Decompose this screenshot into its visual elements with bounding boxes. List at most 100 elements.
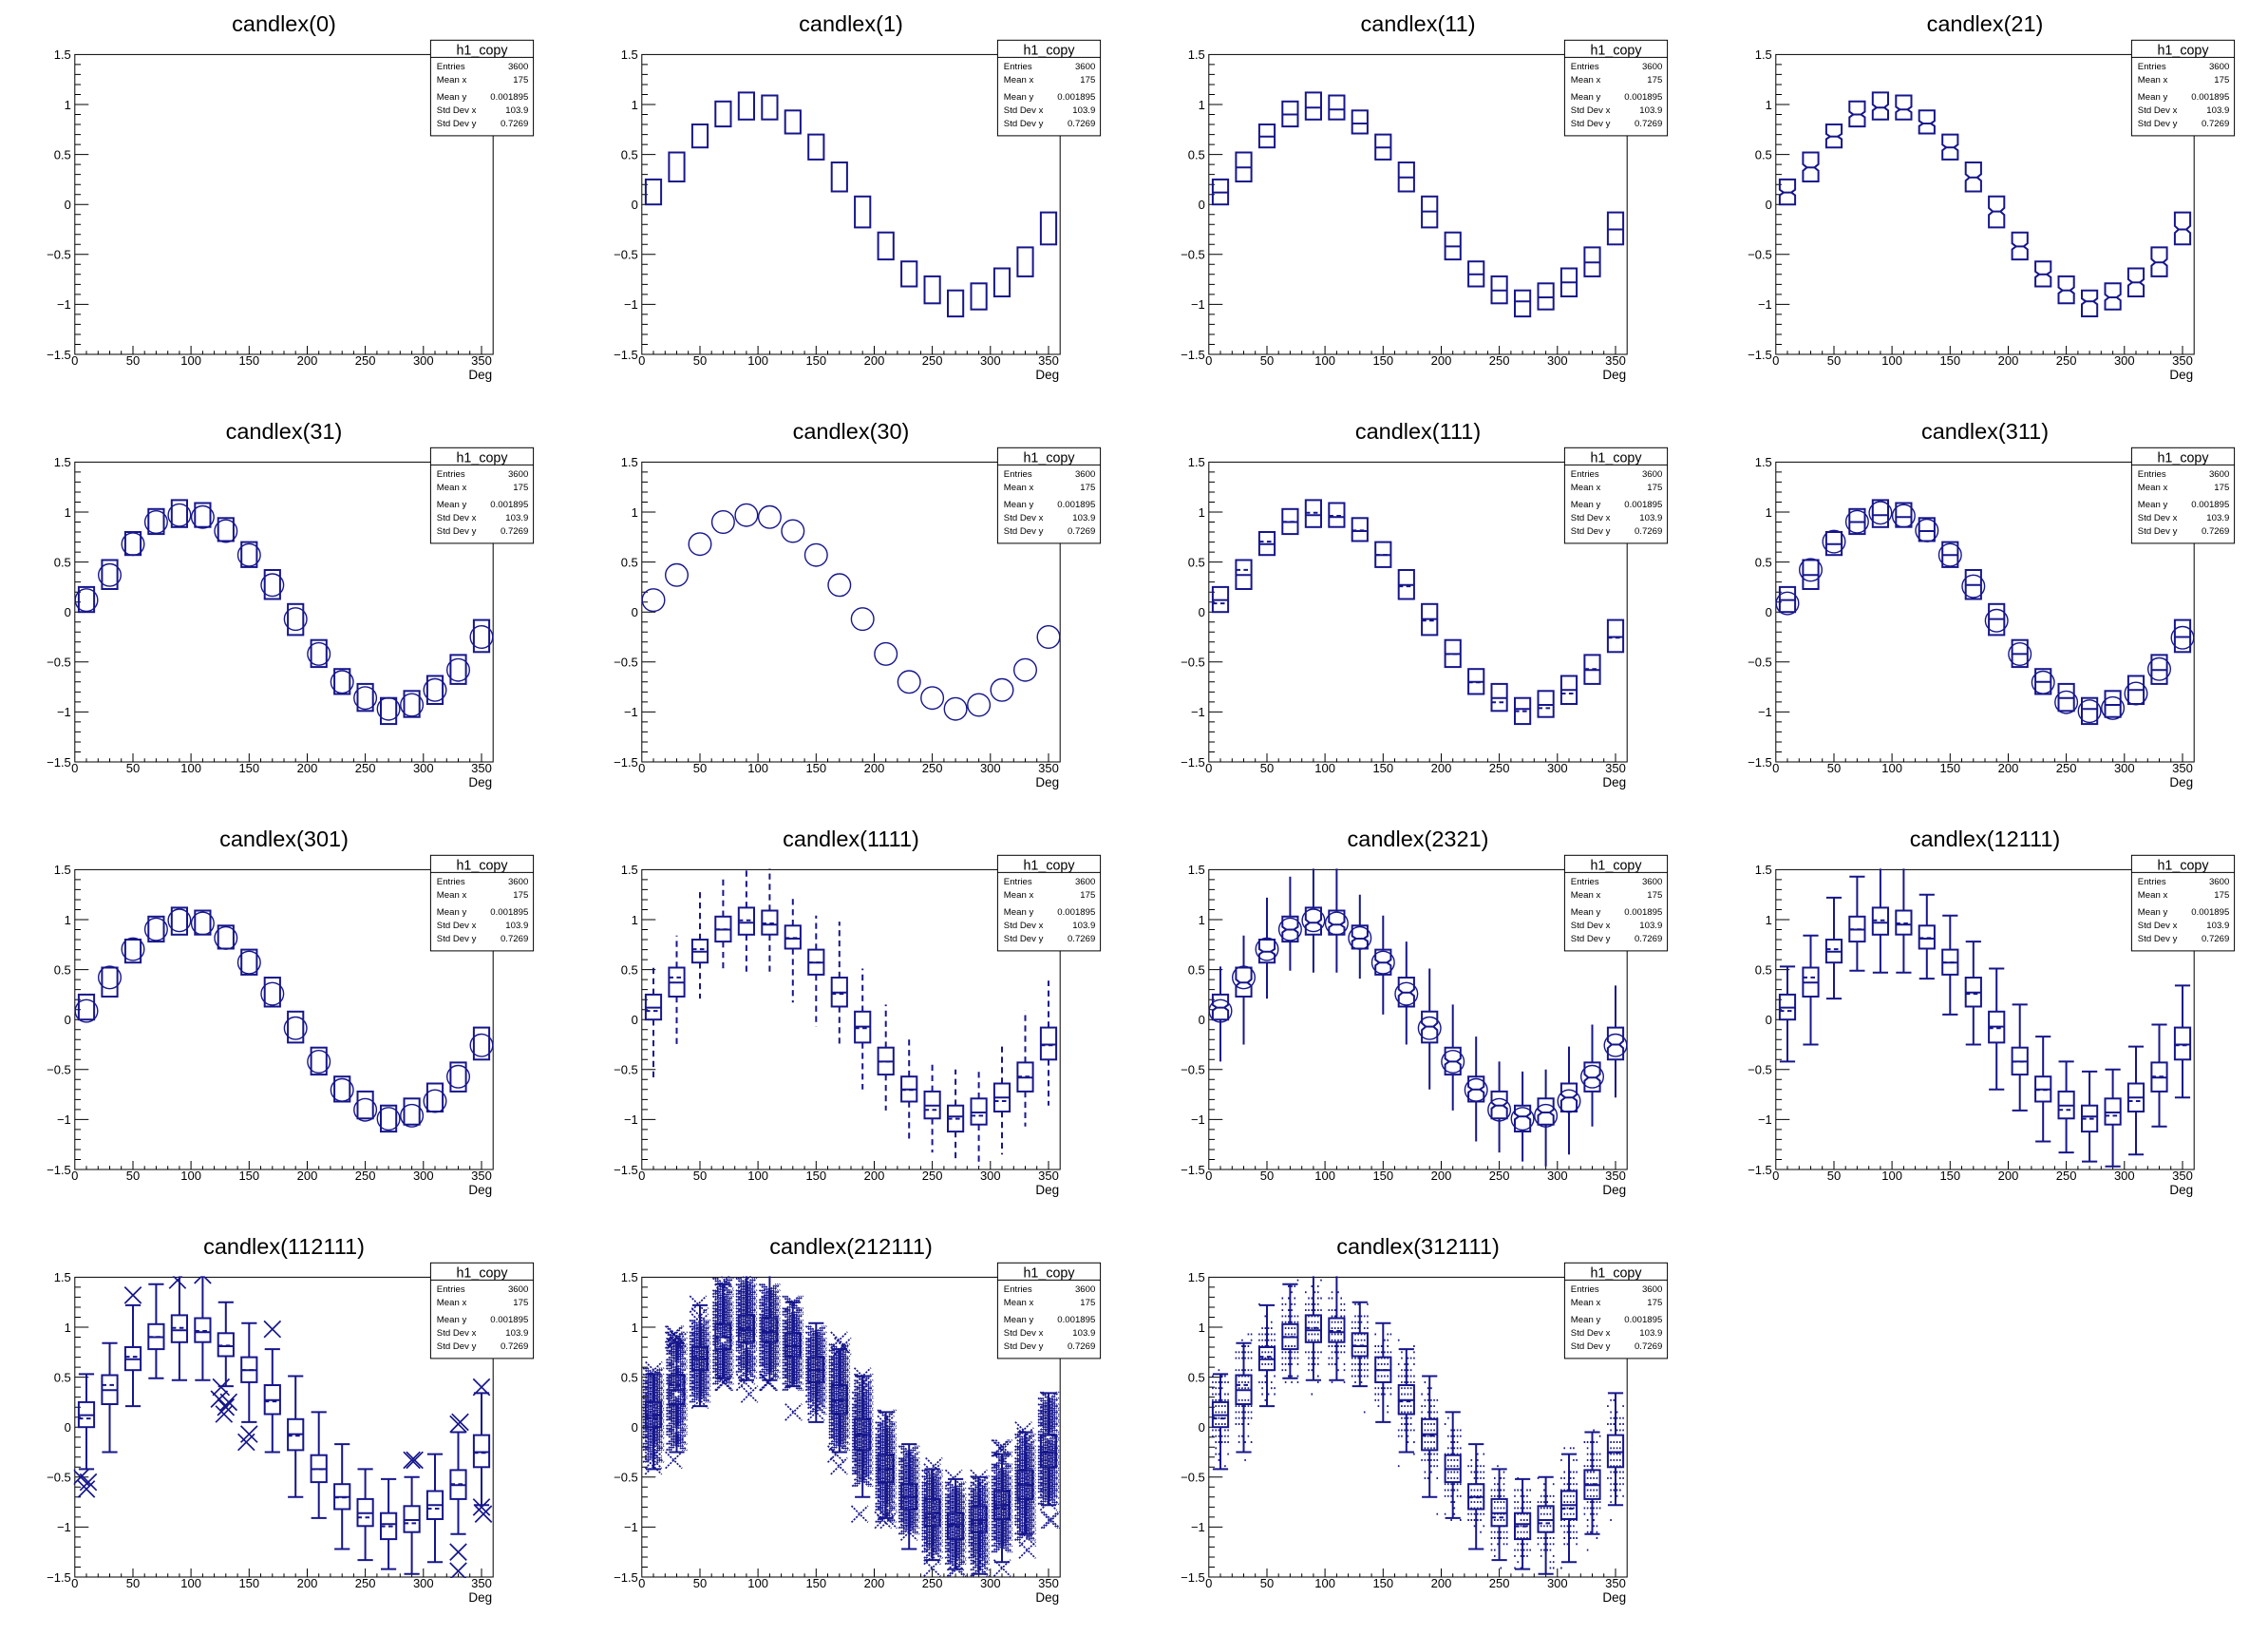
svg-text:−1.5: −1.5 <box>1181 1163 1205 1177</box>
svg-text:250: 250 <box>2056 353 2077 368</box>
svg-text:Mean x: Mean x <box>1004 483 1034 493</box>
svg-text:200: 200 <box>1431 761 1452 775</box>
svg-text:1: 1 <box>632 913 638 927</box>
svg-text:−1.5: −1.5 <box>614 755 638 770</box>
svg-text:0.5: 0.5 <box>621 1370 638 1384</box>
svg-text:200: 200 <box>864 353 885 368</box>
svg-text:Mean x: Mean x <box>437 75 467 86</box>
svg-text:1.5: 1.5 <box>1755 863 1772 877</box>
svg-text:candlex(0): candlex(0) <box>232 11 336 36</box>
svg-text:Std Dev y: Std Dev y <box>2138 119 2178 129</box>
svg-text:3600: 3600 <box>508 877 528 887</box>
svg-text:candlex(12111): candlex(12111) <box>1910 827 2061 851</box>
svg-text:200: 200 <box>864 761 885 775</box>
svg-text:175: 175 <box>1080 1298 1095 1308</box>
svg-text:0: 0 <box>71 761 78 775</box>
svg-text:300: 300 <box>2114 353 2135 368</box>
svg-text:1.5: 1.5 <box>621 1270 638 1284</box>
svg-text:0: 0 <box>632 1013 638 1027</box>
svg-text:250: 250 <box>1489 1576 1510 1590</box>
svg-text:candlex(301): candlex(301) <box>219 827 349 851</box>
svg-text:Deg: Deg <box>1035 1183 1059 1197</box>
svg-text:1: 1 <box>1199 1321 1205 1335</box>
svg-text:0: 0 <box>71 1169 78 1183</box>
svg-text:Mean y: Mean y <box>1004 907 1034 918</box>
svg-text:0.5: 0.5 <box>1188 555 1205 569</box>
svg-text:100: 100 <box>180 1576 201 1590</box>
svg-text:250: 250 <box>922 353 943 368</box>
svg-text:3600: 3600 <box>508 62 528 72</box>
svg-text:Mean y: Mean y <box>2138 500 2168 510</box>
svg-text:candlex(11): candlex(11) <box>1360 11 1475 36</box>
svg-text:−1: −1 <box>57 705 71 719</box>
svg-text:103.9: 103.9 <box>505 921 528 931</box>
svg-text:0: 0 <box>71 353 78 368</box>
svg-text:350: 350 <box>1038 353 1059 368</box>
svg-text:−1.5: −1.5 <box>47 1163 71 1177</box>
svg-text:−1.5: −1.5 <box>1748 755 1772 770</box>
svg-text:0.5: 0.5 <box>54 555 71 569</box>
svg-text:0: 0 <box>638 1169 645 1183</box>
svg-text:0.7269: 0.7269 <box>1635 934 1662 944</box>
svg-text:Std Dev y: Std Dev y <box>1004 934 1044 944</box>
svg-text:0: 0 <box>1205 1576 1212 1590</box>
svg-text:Deg: Deg <box>468 775 492 789</box>
svg-text:Std Dev x: Std Dev x <box>2138 513 2178 523</box>
svg-text:150: 150 <box>238 761 259 775</box>
svg-text:−1.5: −1.5 <box>614 348 638 362</box>
svg-text:103.9: 103.9 <box>2206 105 2229 116</box>
svg-text:Mean y: Mean y <box>1571 907 1601 918</box>
svg-text:−1.5: −1.5 <box>1181 1570 1205 1585</box>
svg-text:350: 350 <box>1038 1169 1059 1183</box>
svg-text:3600: 3600 <box>1075 877 1095 887</box>
svg-text:0: 0 <box>1766 198 1772 212</box>
svg-text:300: 300 <box>980 761 1001 775</box>
svg-text:Std Dev x: Std Dev x <box>1004 1328 1044 1339</box>
svg-text:350: 350 <box>2172 353 2193 368</box>
svg-text:0.7269: 0.7269 <box>1635 1341 1662 1352</box>
svg-text:50: 50 <box>1827 1169 1841 1183</box>
svg-text:Entries: Entries <box>437 469 465 480</box>
svg-text:Std Dev y: Std Dev y <box>437 934 477 944</box>
svg-text:175: 175 <box>1647 75 1662 86</box>
svg-text:150: 150 <box>1939 761 1960 775</box>
svg-text:1.5: 1.5 <box>1188 863 1205 877</box>
svg-text:3600: 3600 <box>1075 62 1095 72</box>
svg-text:350: 350 <box>471 761 492 775</box>
svg-text:0: 0 <box>1772 761 1779 775</box>
svg-text:250: 250 <box>2056 1169 2077 1183</box>
svg-text:−0.5: −0.5 <box>614 1063 638 1077</box>
svg-text:Mean x: Mean x <box>1571 483 1601 493</box>
svg-text:Std Dev x: Std Dev x <box>1004 105 1044 116</box>
svg-text:0.001895: 0.001895 <box>2191 500 2229 510</box>
svg-text:0: 0 <box>1772 353 1779 368</box>
svg-text:Std Dev x: Std Dev x <box>437 921 477 931</box>
svg-text:0.7269: 0.7269 <box>501 526 528 537</box>
svg-text:1: 1 <box>65 913 71 927</box>
svg-text:0.7269: 0.7269 <box>1635 119 1662 129</box>
svg-text:Mean x: Mean x <box>437 890 467 901</box>
svg-text:0.001895: 0.001895 <box>1624 1315 1662 1325</box>
svg-text:175: 175 <box>1080 890 1095 901</box>
svg-text:300: 300 <box>413 761 434 775</box>
svg-text:Mean y: Mean y <box>437 1315 467 1325</box>
svg-text:0: 0 <box>1766 1013 1772 1027</box>
svg-text:h1_copy: h1_copy <box>1023 44 1075 59</box>
svg-text:1: 1 <box>1766 98 1772 112</box>
svg-text:candlex(21): candlex(21) <box>1927 11 2044 36</box>
svg-text:1: 1 <box>632 505 638 520</box>
svg-text:Std Dev y: Std Dev y <box>1004 119 1044 129</box>
svg-text:1.5: 1.5 <box>54 1270 71 1284</box>
svg-text:175: 175 <box>1080 483 1095 493</box>
svg-text:Mean x: Mean x <box>1004 890 1034 901</box>
svg-text:100: 100 <box>180 761 201 775</box>
svg-text:0: 0 <box>1205 353 1212 368</box>
svg-text:50: 50 <box>126 1576 140 1590</box>
svg-text:0.7269: 0.7269 <box>501 934 528 944</box>
svg-text:Std Dev y: Std Dev y <box>1571 119 1611 129</box>
svg-text:candlex(312111): candlex(312111) <box>1336 1234 1500 1259</box>
svg-text:300: 300 <box>2114 1169 2135 1183</box>
svg-text:Std Dev y: Std Dev y <box>2138 526 2178 537</box>
svg-text:−0.5: −0.5 <box>1748 656 1772 670</box>
svg-text:100: 100 <box>747 761 768 775</box>
